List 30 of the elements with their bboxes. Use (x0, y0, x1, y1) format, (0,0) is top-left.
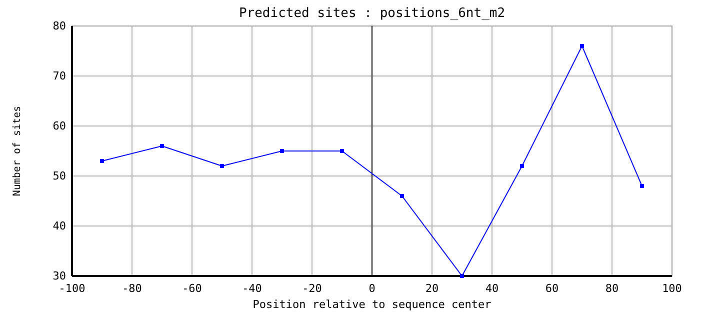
y-tick-label: 30 (52, 270, 66, 283)
point (580, 44, 584, 48)
point (280, 149, 284, 153)
chart-title: Predicted sites : positions_6nt_m2 (238, 6, 506, 21)
y-axis-title: Number of sites (12, 106, 23, 196)
x-tick-label: 0 (368, 282, 376, 295)
point (460, 274, 464, 278)
y-tick-label: 50 (52, 170, 66, 183)
point (160, 144, 164, 148)
x-tick-label: -80 (122, 282, 142, 295)
point (220, 164, 224, 168)
x-tick-label: 100 (662, 282, 682, 295)
x-tick-label: -60 (182, 282, 202, 295)
point (520, 164, 524, 168)
x-axis-title: Position relative to sequence center (252, 298, 492, 311)
point (640, 184, 644, 188)
y-tick-label: 70 (52, 70, 66, 83)
x-tick-label: -100 (58, 282, 86, 295)
x-tick-label: -40 (242, 282, 262, 295)
y-tick-label: 40 (52, 220, 66, 233)
x-tick-label: 40 (485, 282, 499, 295)
x-tick-label: 60 (545, 282, 559, 295)
point (100, 159, 104, 163)
x-tick-label: 20 (425, 282, 439, 295)
y-tick-label: 60 (52, 120, 66, 133)
y-tick-label: 80 (52, 20, 66, 33)
x-tick-label: -20 (302, 282, 322, 295)
point (400, 194, 404, 198)
point (340, 149, 344, 153)
x-tick-label: 80 (605, 282, 619, 295)
